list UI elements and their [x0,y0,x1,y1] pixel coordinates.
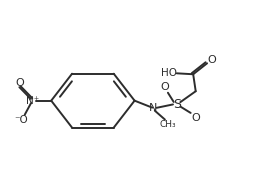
Text: O: O [207,55,216,66]
Text: ⁻O: ⁻O [14,115,28,125]
Text: O: O [160,82,169,93]
Text: HO: HO [161,68,177,78]
Text: N: N [149,103,158,113]
Text: O: O [191,113,200,123]
Text: CH₃: CH₃ [159,120,176,129]
Text: O: O [15,78,24,88]
Text: N⁺: N⁺ [26,96,39,106]
Text: S: S [173,98,181,111]
